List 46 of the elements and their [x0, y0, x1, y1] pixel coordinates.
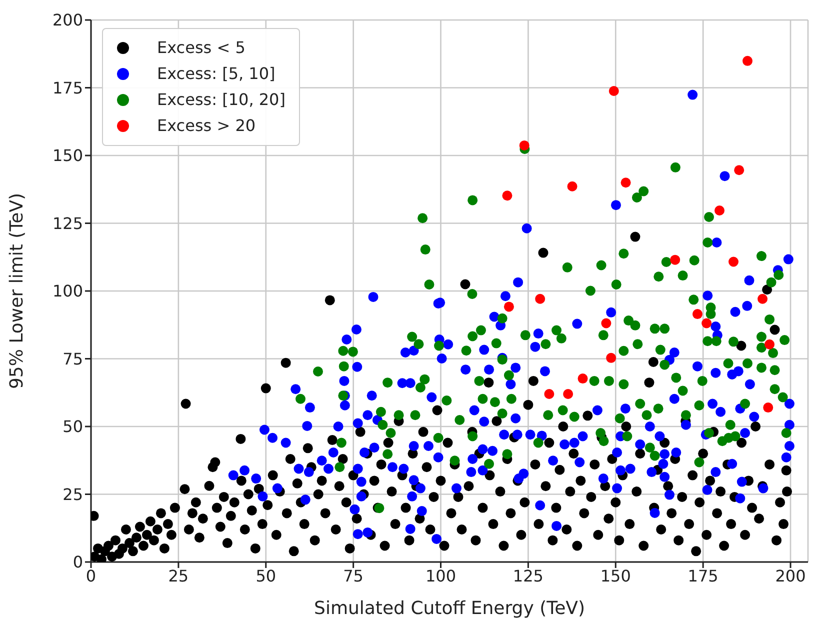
y-tick-label: 150: [52, 146, 83, 166]
y-tick-label: 125: [52, 214, 83, 233]
point: [692, 309, 702, 320]
y-axis-title: 95% Lower limit (TeV): [6, 192, 28, 390]
x-tick-label: 100: [425, 566, 456, 586]
y-tick-label: 175: [52, 78, 83, 98]
x-axis-title: Simulated Cutoff Energy (TeV): [314, 598, 585, 619]
legend-label: Excess < 5: [157, 37, 246, 59]
x-tick-label: 75: [343, 566, 364, 586]
x-tick-label: 50: [256, 566, 276, 586]
y-tick-label: 100: [52, 282, 83, 301]
point: [578, 374, 588, 384]
x-tick-label: 175: [688, 566, 718, 586]
y-tick-label: 0: [72, 552, 83, 572]
point: [620, 178, 631, 188]
y-tick-label: 50: [62, 417, 83, 436]
point: [702, 318, 712, 328]
point: [606, 352, 616, 363]
point: [601, 318, 612, 328]
x-tick-label: 0: [86, 566, 96, 586]
legend-label: Excess: [5, 10]: [157, 63, 276, 85]
point: [763, 402, 774, 413]
point: [670, 254, 680, 265]
legend-label: Excess > 20: [157, 115, 256, 137]
x-tick-label: 150: [600, 566, 631, 586]
point: [764, 339, 775, 350]
point: [742, 56, 752, 66]
point: [544, 388, 554, 399]
point: [714, 206, 725, 216]
point: [734, 165, 744, 176]
point: [608, 86, 619, 96]
point: [504, 302, 514, 312]
point: [567, 181, 578, 192]
legend-label: Excess: [10, 20]: [157, 89, 286, 111]
x-tick-label: 200: [775, 566, 806, 586]
y-tick-label: 25: [62, 484, 83, 504]
point: [563, 388, 574, 399]
point: [502, 190, 512, 201]
point: [728, 256, 738, 267]
point: [758, 294, 768, 304]
point: [519, 140, 530, 150]
point: [535, 294, 546, 304]
y-tick-label: 200: [52, 10, 83, 30]
y-tick-label: 75: [62, 349, 83, 368]
x-tick-label: 25: [168, 566, 189, 586]
x-tick-label: 125: [512, 566, 544, 586]
